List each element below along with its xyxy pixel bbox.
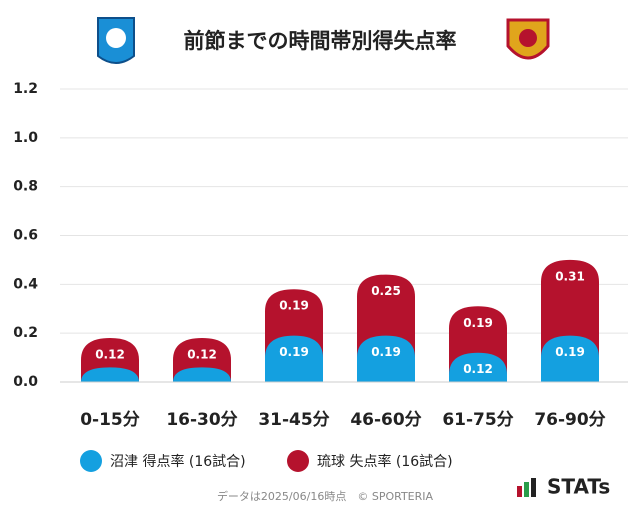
bar-segment	[541, 335, 599, 382]
bar-segment	[81, 367, 139, 382]
x-tick-label: 61-75分	[442, 410, 513, 430]
value-label: 0.19	[463, 316, 493, 330]
chart-title: 前節までの時間帯別得失点率	[184, 29, 457, 53]
x-tick-label: 31-45分	[258, 410, 329, 430]
value-label: 0.19	[371, 345, 401, 359]
brand-logo	[517, 478, 536, 497]
x-tick-label: 16-30分	[166, 410, 237, 430]
x-tick-label: 76-90分	[534, 410, 605, 430]
source-note: データは2025/06/16時点 © SPORTERIA	[217, 489, 434, 503]
y-tick-label: 0.2	[13, 325, 38, 341]
value-label: 0.19	[279, 345, 309, 359]
value-label: 0.12	[463, 362, 493, 376]
value-label: 0.19	[555, 345, 585, 359]
value-label: 0.25	[371, 284, 401, 298]
bar-segment	[541, 259, 599, 358]
x-tick-label: 46-60分	[350, 410, 421, 430]
away-logo	[506, 18, 550, 60]
value-label: 0.31	[555, 269, 585, 283]
legend-swatch	[287, 450, 309, 472]
bar-segment	[357, 335, 415, 382]
value-label: 0.12	[187, 348, 217, 362]
y-tick-label: 0.6	[13, 228, 38, 244]
home-logo	[97, 17, 135, 64]
y-tick-label: 1.2	[13, 81, 38, 97]
bar-segment	[449, 352, 507, 382]
value-label: 0.12	[95, 348, 125, 362]
legend-swatch	[80, 450, 102, 472]
bar-segment	[265, 335, 323, 382]
bar-segment	[173, 367, 231, 382]
y-tick-label: 0.0	[13, 374, 38, 390]
brand-name: STATs	[547, 475, 610, 499]
y-tick-label: 1.0	[13, 130, 38, 146]
bar-segment	[357, 274, 415, 358]
legend-label: 沼津 得点率 (16試合)	[110, 453, 246, 470]
x-tick-label: 0-15分	[80, 410, 140, 430]
legend-label: 琉球 失点率 (16試合)	[317, 453, 453, 470]
y-tick-label: 0.8	[13, 179, 38, 195]
y-tick-label: 0.4	[13, 276, 38, 292]
value-label: 0.19	[279, 299, 309, 313]
